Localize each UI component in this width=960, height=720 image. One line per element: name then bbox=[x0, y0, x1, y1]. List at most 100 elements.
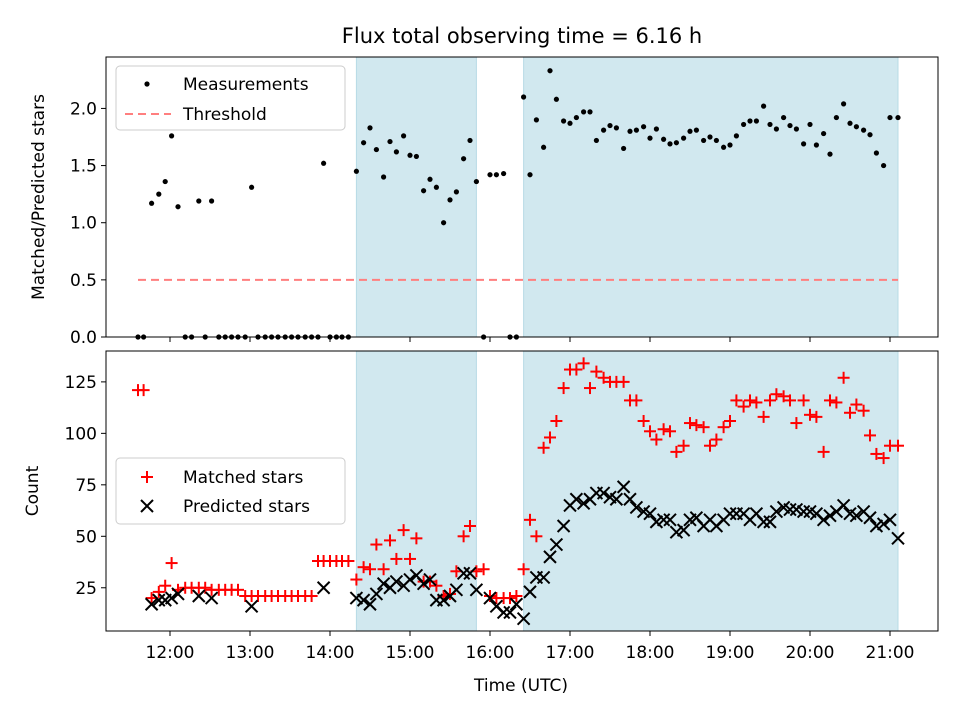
matched-point bbox=[397, 524, 410, 537]
matched-point bbox=[857, 404, 870, 417]
measurement-point bbox=[781, 114, 787, 121]
matched-point bbox=[232, 583, 244, 596]
xtick-label: 21:00 bbox=[866, 643, 915, 663]
top-y-ticks: 0.0 0.5 1.0 1.5 2.0 bbox=[70, 99, 106, 348]
measurement-point bbox=[733, 133, 740, 139]
measurement-point bbox=[647, 135, 653, 141]
matched-point bbox=[152, 585, 165, 598]
measurement-point bbox=[467, 137, 473, 144]
measurement-point bbox=[693, 127, 700, 133]
measurement-point bbox=[747, 118, 753, 124]
matched-point bbox=[430, 579, 443, 592]
predicted-point bbox=[171, 587, 185, 601]
predicted-point bbox=[609, 492, 624, 506]
matched-point bbox=[484, 590, 496, 602]
matched-point bbox=[584, 382, 596, 395]
measurement-point bbox=[727, 142, 733, 148]
xtick-label: 12:00 bbox=[146, 643, 195, 663]
measurement-point bbox=[413, 153, 419, 160]
legend-marker-matched bbox=[141, 471, 153, 483]
matched-point bbox=[510, 590, 523, 602]
measurement-point bbox=[721, 144, 727, 150]
measurement-point bbox=[807, 121, 813, 128]
chart-title: Flux total observing time = 6.16 h bbox=[342, 24, 702, 48]
predicted-point bbox=[663, 513, 677, 527]
measurement-point bbox=[601, 127, 607, 133]
measurement-point bbox=[461, 156, 467, 162]
predicted-point bbox=[316, 581, 331, 595]
predicted-point bbox=[796, 504, 811, 519]
measurement-point bbox=[767, 121, 773, 128]
matched-point bbox=[764, 394, 776, 407]
measurement-point bbox=[821, 130, 827, 137]
measurement-point bbox=[867, 132, 873, 138]
matched-point bbox=[570, 363, 583, 376]
measurement-point bbox=[853, 124, 860, 130]
xtick-label: 19:00 bbox=[706, 643, 755, 663]
bottom-legend-box bbox=[115, 457, 346, 525]
top-y-axis-label: Matched/Predicted stars bbox=[29, 94, 49, 300]
measurement-point bbox=[156, 191, 162, 197]
measurement-point bbox=[873, 150, 880, 156]
matched-point bbox=[650, 433, 663, 446]
matched-point bbox=[784, 394, 796, 407]
top-x-ticks bbox=[169, 337, 891, 342]
measurement-point bbox=[613, 125, 620, 131]
matched-point bbox=[590, 365, 603, 378]
legend-marker-predicted bbox=[140, 499, 154, 513]
matched-point bbox=[870, 447, 883, 460]
bottom-ytick-label: 75 bbox=[75, 476, 97, 496]
matched-point bbox=[537, 441, 550, 454]
top-legend-box bbox=[115, 65, 346, 131]
measurement-point bbox=[627, 128, 633, 134]
predicted-point bbox=[144, 597, 159, 611]
legend-label-measurements: Measurements bbox=[183, 75, 309, 95]
predicted-point bbox=[503, 605, 517, 620]
bottom-legend: Matched stars Predicted stars bbox=[115, 457, 346, 525]
predicted-point bbox=[389, 574, 404, 589]
matched-point bbox=[737, 400, 750, 413]
measurement-point bbox=[753, 118, 760, 124]
matched-point bbox=[757, 410, 770, 423]
matched-point bbox=[464, 520, 476, 532]
measurement-point bbox=[587, 109, 593, 115]
measurement-point bbox=[533, 117, 540, 123]
matched-point bbox=[730, 394, 743, 407]
matched-point bbox=[364, 563, 376, 576]
matched-point bbox=[524, 513, 536, 526]
matched-point bbox=[384, 534, 396, 547]
predicted-point bbox=[623, 492, 637, 506]
matched-point bbox=[530, 530, 543, 543]
matched-point bbox=[744, 394, 756, 407]
predicted-point bbox=[769, 504, 784, 519]
measurement-point bbox=[701, 137, 707, 144]
xtick-label: 18:00 bbox=[626, 643, 675, 663]
measurement-point bbox=[393, 149, 399, 155]
measurement-point bbox=[841, 101, 847, 107]
measurement-point bbox=[687, 128, 693, 134]
matched-point bbox=[457, 530, 470, 543]
xtick-label: 16:00 bbox=[466, 643, 515, 663]
measurement-point bbox=[149, 200, 155, 206]
predicted-point bbox=[783, 502, 797, 517]
xtick-label: 15:00 bbox=[386, 643, 435, 663]
matched-point bbox=[159, 579, 172, 592]
measurement-point bbox=[361, 140, 367, 146]
measurement-point bbox=[713, 137, 720, 144]
measurement-point bbox=[441, 220, 447, 226]
measurement-point bbox=[661, 136, 667, 142]
predicted-point bbox=[549, 537, 564, 552]
measurement-point bbox=[881, 162, 887, 169]
measurement-point bbox=[581, 109, 587, 115]
top-series bbox=[135, 68, 901, 340]
measurement-point bbox=[427, 176, 433, 182]
predicted-point bbox=[556, 519, 571, 533]
matched-point bbox=[390, 552, 403, 565]
measurement-point bbox=[633, 127, 640, 133]
predicted-point bbox=[152, 593, 166, 607]
predicted-point bbox=[763, 515, 777, 529]
matched-point bbox=[670, 445, 683, 458]
matched-point bbox=[830, 396, 843, 409]
matched-point bbox=[797, 394, 810, 407]
measurement-point bbox=[707, 134, 713, 140]
